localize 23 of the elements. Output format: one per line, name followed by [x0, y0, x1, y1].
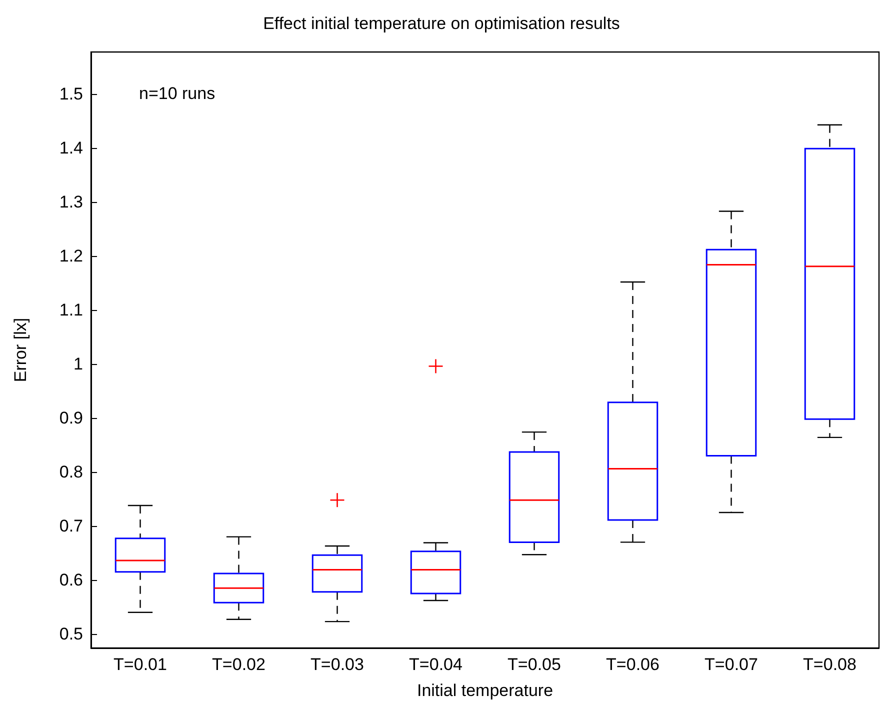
y-tick-label: 0.6: [59, 570, 83, 590]
y-tick-label: 0.7: [59, 516, 83, 536]
y-tick-label: 1.3: [59, 192, 83, 212]
y-tick-label: 0.8: [59, 462, 83, 482]
x-tick-label: T=0.06: [606, 655, 660, 674]
y-tick-label: 1.2: [59, 246, 83, 266]
x-tick-label: T=0.02: [212, 655, 266, 674]
x-tick-label: T=0.03: [310, 655, 364, 674]
y-tick-label: 0.5: [59, 624, 83, 644]
annotation: n=10 runs: [139, 84, 216, 103]
chart-title: Effect initial temperature on optimisation results: [263, 14, 620, 33]
y-tick-label: 1.1: [59, 300, 83, 320]
x-tick-label: T=0.08: [803, 655, 856, 674]
x-tick-label: T=0.01: [114, 655, 167, 674]
y-tick-label: 1: [74, 354, 83, 374]
y-axis-title: Error [lx]: [11, 318, 30, 382]
x-axis-title: Initial temperature: [416, 681, 554, 700]
y-tick-label: 0.9: [59, 408, 83, 428]
x-tick-label: T=0.07: [704, 655, 758, 674]
y-tick-label: 1.4: [59, 138, 83, 158]
x-tick-label: T=0.05: [508, 655, 561, 674]
x-tick-label: T=0.04: [409, 655, 462, 674]
y-tick-label: 1.5: [59, 84, 83, 104]
